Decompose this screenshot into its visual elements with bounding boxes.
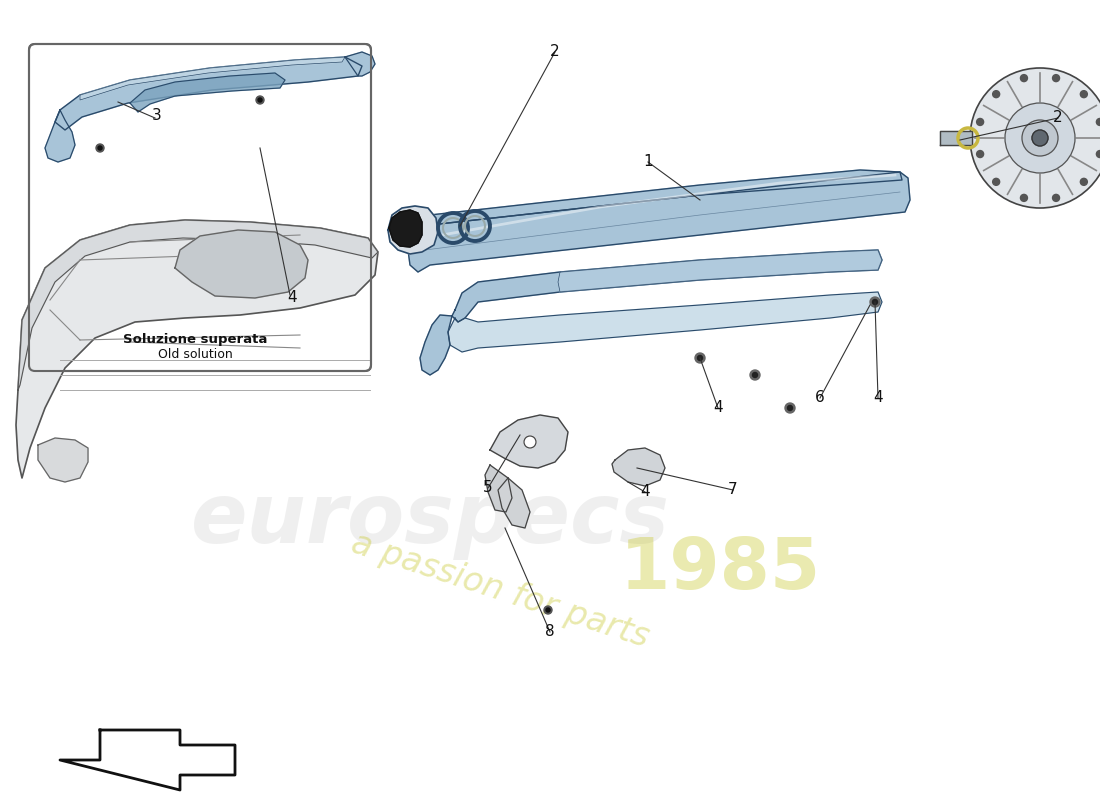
Circle shape [785,403,795,413]
Circle shape [1005,103,1075,173]
Polygon shape [80,57,345,100]
Circle shape [544,606,552,614]
Polygon shape [345,52,375,76]
Circle shape [546,608,550,612]
Text: 2: 2 [1053,110,1063,126]
Polygon shape [420,315,452,375]
Circle shape [1097,150,1100,158]
Text: 4: 4 [640,485,650,499]
Text: 8: 8 [546,625,554,639]
Polygon shape [612,448,666,486]
Circle shape [870,297,880,307]
Polygon shape [388,206,438,254]
Polygon shape [408,172,910,272]
Text: 4: 4 [873,390,883,406]
Text: 3: 3 [152,109,162,123]
Circle shape [524,436,536,448]
Circle shape [970,68,1100,208]
Circle shape [1080,90,1087,98]
Polygon shape [452,250,882,322]
Polygon shape [18,220,378,390]
Circle shape [1032,130,1048,146]
Text: 4: 4 [287,290,297,306]
Circle shape [1053,194,1059,202]
Text: 1985: 1985 [619,535,821,605]
Circle shape [98,146,102,150]
Polygon shape [55,57,362,130]
Polygon shape [16,220,378,478]
Polygon shape [558,250,882,292]
Circle shape [788,406,792,410]
Circle shape [992,178,1000,186]
Text: 5: 5 [483,481,493,495]
FancyBboxPatch shape [29,44,371,371]
Text: 2: 2 [550,45,560,59]
Polygon shape [130,73,285,112]
Circle shape [1080,178,1087,186]
Polygon shape [485,465,512,512]
Text: Soluzione superata: Soluzione superata [123,334,267,346]
Circle shape [1022,120,1058,156]
Polygon shape [940,131,972,145]
Polygon shape [415,170,902,235]
Polygon shape [45,110,75,162]
Text: 6: 6 [815,390,825,406]
Polygon shape [60,730,235,790]
Circle shape [1053,74,1059,82]
Circle shape [750,370,760,380]
Circle shape [96,144,104,152]
Circle shape [256,96,264,104]
Text: eurospecs: eurospecs [190,479,670,561]
Circle shape [752,373,758,378]
Circle shape [697,355,703,361]
Circle shape [1021,74,1027,82]
Text: a passion for parts: a passion for parts [346,526,653,654]
Text: 1: 1 [644,154,652,170]
Circle shape [872,299,878,305]
Text: 7: 7 [728,482,738,498]
Polygon shape [490,415,568,468]
Circle shape [977,118,983,126]
Circle shape [695,353,705,363]
Polygon shape [448,292,882,352]
Polygon shape [175,230,308,298]
Circle shape [992,90,1000,98]
Circle shape [1097,118,1100,126]
Circle shape [1021,194,1027,202]
Text: 4: 4 [713,401,723,415]
Text: Old solution: Old solution [157,349,232,362]
Circle shape [258,98,262,102]
Polygon shape [498,478,530,528]
Circle shape [977,150,983,158]
Polygon shape [389,210,422,247]
Polygon shape [39,438,88,482]
